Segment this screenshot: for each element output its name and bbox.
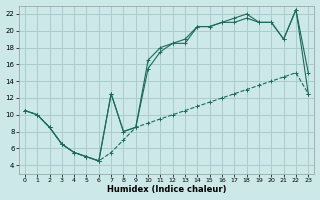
X-axis label: Humidex (Indice chaleur): Humidex (Indice chaleur) bbox=[107, 185, 226, 194]
